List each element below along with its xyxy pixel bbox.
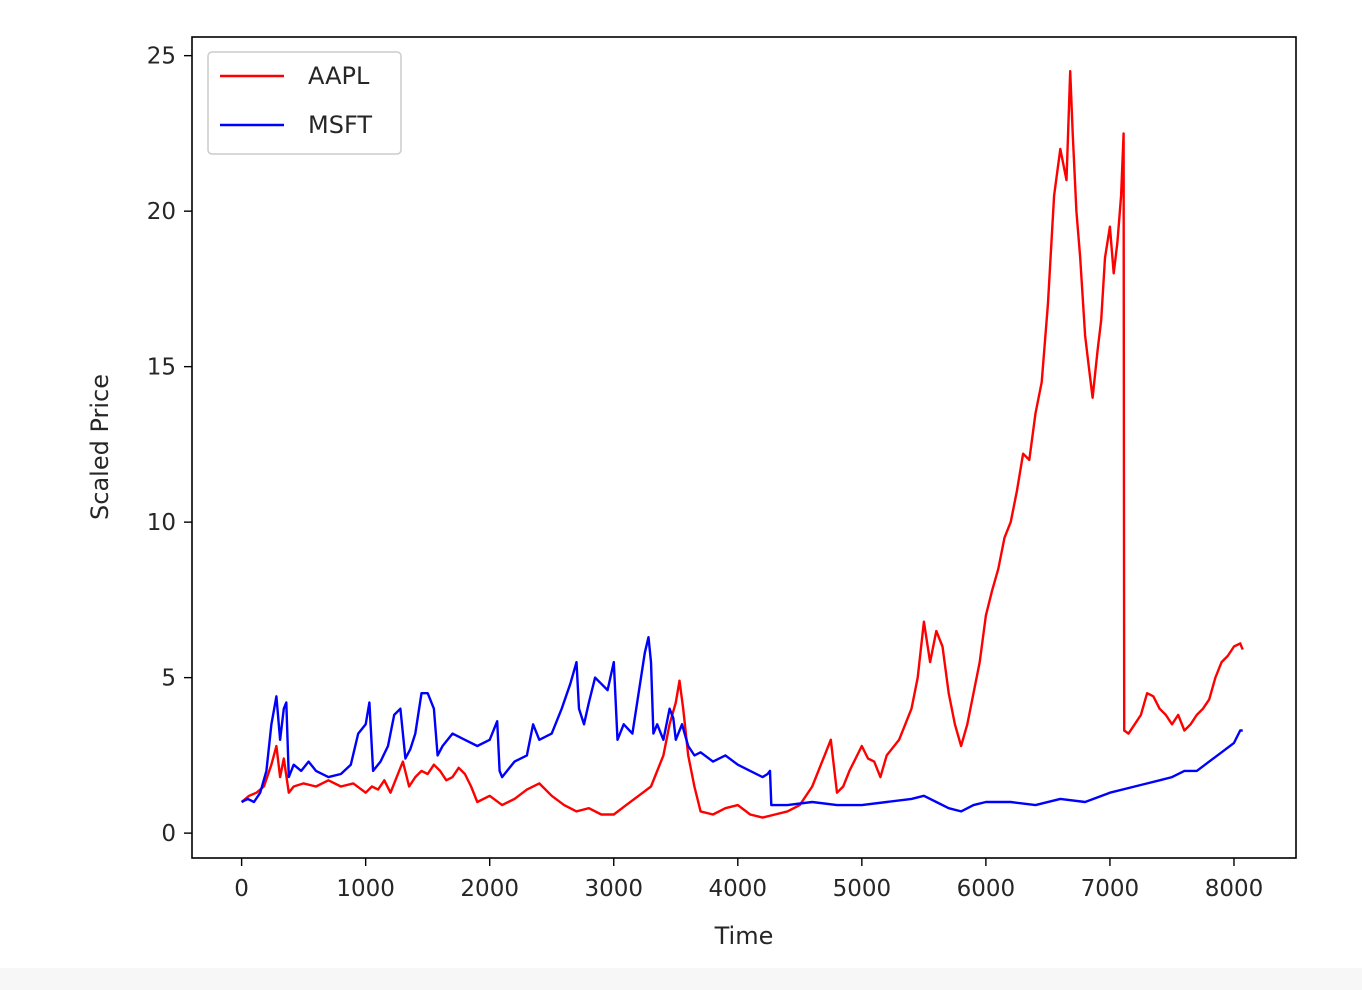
line-chart: 0 1000 2000 3000 4000 5000 6000 7000 8000 0 5 10 15… — [86, 36, 1297, 950]
y-tick-label: 0 — [161, 821, 176, 847]
y-tick-label: 25 — [147, 44, 176, 70]
y-axis-title: Scaled Price — [86, 374, 114, 520]
y-tick-label: 20 — [147, 199, 176, 225]
legend: AAPL MSFT — [207, 51, 402, 155]
figure-bottom-band — [0, 968, 1362, 990]
legend-label-msft: MSFT — [308, 111, 372, 139]
x-tick-label: 6000 — [957, 876, 1016, 902]
series-layer — [240, 69, 1244, 819]
x-tick-label: 8000 — [1205, 876, 1264, 902]
legend-label-aapl: AAPL — [308, 62, 370, 90]
x-axis-ticks: 0 1000 2000 3000 4000 5000 6000 7000 8000 — [234, 858, 1263, 902]
x-tick-label: 1000 — [336, 876, 395, 902]
x-tick-label: 0 — [234, 876, 249, 902]
y-tick-label: 10 — [147, 510, 176, 536]
x-tick-label: 4000 — [709, 876, 768, 902]
x-axis-title: Time — [714, 922, 774, 950]
series-line-msft — [241, 636, 1243, 813]
x-tick-label: 5000 — [833, 876, 892, 902]
x-tick-label: 2000 — [460, 876, 519, 902]
x-tick-label: 3000 — [584, 876, 643, 902]
series-line-aapl — [240, 69, 1244, 819]
plot-background — [192, 37, 1296, 858]
y-tick-label: 15 — [147, 355, 176, 381]
legend-box — [207, 51, 402, 155]
x-tick-label: 7000 — [1081, 876, 1140, 902]
plot-frame — [191, 36, 1297, 859]
y-axis-ticks: 0 5 10 15 20 25 — [147, 44, 192, 847]
y-tick-label: 5 — [161, 666, 176, 692]
